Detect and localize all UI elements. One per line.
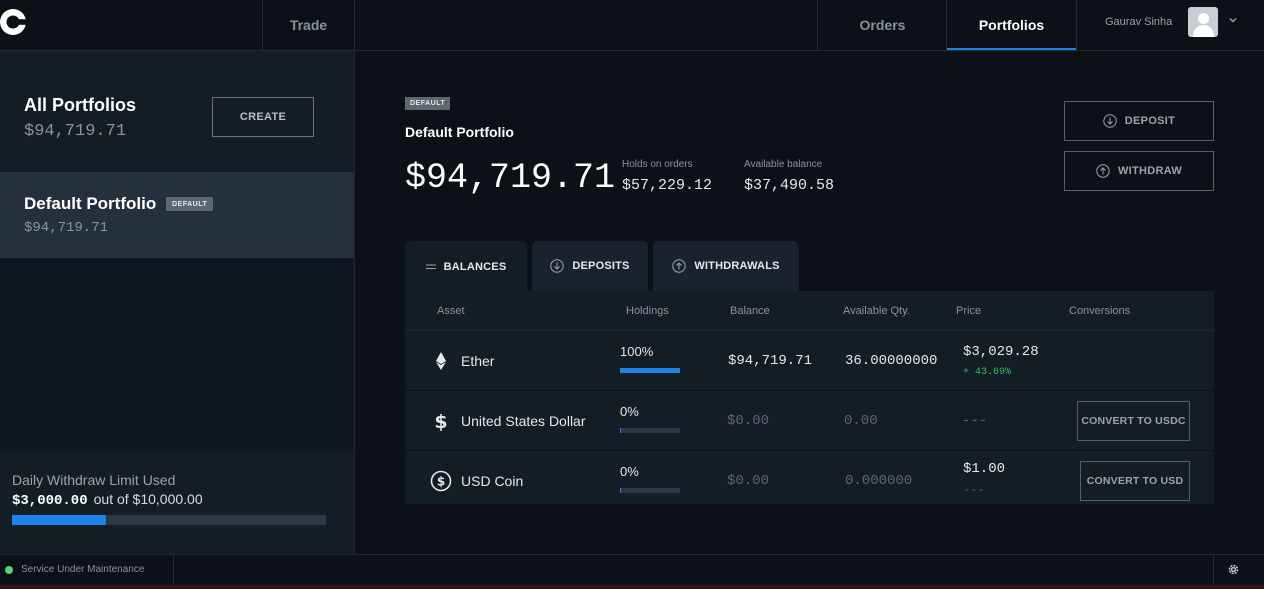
all-portfolios-value: $94,719.71 <box>24 122 127 141</box>
tab-deposits-label: DEPOSITS <box>572 260 630 272</box>
table-row[interactable]: Ether 100% $94,719.71 36.00000000 $3,029… <box>405 331 1214 391</box>
portfolio-name: Default Portfolio <box>405 124 514 140</box>
nav-orders[interactable]: Orders <box>817 0 947 50</box>
price-value: $1.00 <box>963 461 1006 477</box>
header-holdings: Holdings <box>626 305 669 317</box>
holding-percent: 100% <box>620 344 654 359</box>
withdraw-button[interactable]: WITHDRAW <box>1064 151 1214 191</box>
header-asset: Asset <box>437 305 465 317</box>
convert-to-usdc-button[interactable]: CONVERT TO USDC <box>1077 401 1190 441</box>
price-change: + 43.69% <box>963 367 1012 378</box>
table-row[interactable]: $ USD Coin 0% $0.00 0.000000 $1.00 --- C… <box>405 451 1214 504</box>
dollar-icon: $ <box>434 411 447 433</box>
deposit-button[interactable]: DEPOSIT <box>1064 101 1214 141</box>
svg-text:$: $ <box>437 475 445 489</box>
arrow-up-circle-icon <box>672 259 687 273</box>
list-icon <box>425 264 436 269</box>
withdraw-limit-label: Daily Withdraw Limit Used <box>12 472 176 488</box>
top-navigation: Trade Orders Portfolios Gaurav Sinha <box>0 0 1264 51</box>
chevron-down-icon[interactable] <box>1229 16 1237 24</box>
holding-percent: 0% <box>620 464 639 479</box>
balance-value: $94,719.71 <box>728 353 813 369</box>
balances-table: Asset Holdings Balance Available Qty. Pr… <box>405 291 1214 504</box>
holding-bar <box>620 368 680 373</box>
convert-to-usd-button[interactable]: CONVERT TO USD <box>1080 461 1190 501</box>
avatar[interactable] <box>1188 7 1218 37</box>
header-price: Price <box>956 305 982 317</box>
asset-name: United States Dollar <box>461 413 586 429</box>
available-label: Available balance <box>744 159 823 170</box>
default-portfolio-card[interactable]: Default Portfolio DEFAULT $94,719.71 <box>0 172 354 258</box>
price-value: --- <box>962 413 988 429</box>
arrow-up-circle-icon <box>1096 164 1110 178</box>
window-bottom-edge <box>0 585 1264 589</box>
asset-name: Ether <box>461 353 495 369</box>
balance-value: $0.00 <box>727 473 770 489</box>
tab-withdrawals[interactable]: WITHDRAWALS <box>653 241 799 291</box>
header-available-qty: Available Qty. <box>843 305 910 317</box>
nav-portfolios[interactable]: Portfolios <box>946 0 1077 50</box>
withdraw-limit-panel: Daily Withdraw Limit Used $3,000.00 out … <box>0 449 354 554</box>
withdraw-limit-total: out of $10,000.00 <box>93 491 203 507</box>
nav-portfolios-label: Portfolios <box>978 17 1045 33</box>
user-name[interactable]: Gaurav Sinha <box>1105 16 1173 28</box>
withdraw-label: WITHDRAW <box>1117 165 1183 177</box>
main-content: DEFAULT Default Portfolio $94,719.71 Hol… <box>355 51 1264 554</box>
table-row[interactable]: $ United States Dollar 0% $0.00 0.00 ---… <box>405 391 1214 451</box>
holds-value: $57,229.12 <box>622 177 713 194</box>
sidebar: All Portfolios $94,719.71 CREATE Default… <box>0 51 355 554</box>
holds-label: Holds on orders <box>622 159 693 170</box>
available-qty: 0.000000 <box>845 473 913 489</box>
status-text: Service Under Maintenance <box>21 564 145 575</box>
header-conversions: Conversions <box>1069 305 1131 317</box>
table-header: Asset Holdings Balance Available Qty. Pr… <box>405 291 1214 331</box>
withdraw-limit-progress-fill <box>12 515 107 525</box>
withdraw-limit-used: $3,000.00 <box>12 493 88 509</box>
all-portfolios-title: All Portfolios <box>24 95 136 115</box>
withdraw-limit-progress-bar <box>12 515 326 525</box>
withdraw-limit-amounts: $3,000.00 out of $10,000.00 <box>12 491 203 509</box>
available-qty: 36.00000000 <box>845 353 938 369</box>
avatar-body-shape <box>1193 25 1214 37</box>
holding-bar <box>620 428 680 433</box>
tab-balances[interactable]: BALANCES <box>405 241 527 292</box>
price-change: --- <box>963 483 985 497</box>
holding-bar <box>620 488 680 493</box>
arrow-down-circle-icon <box>1103 114 1117 128</box>
tab-withdrawals-label: WITHDRAWALS <box>694 260 780 272</box>
usd-coin-icon: $ <box>430 470 452 492</box>
holding-percent: 0% <box>620 404 639 419</box>
default-badge: DEFAULT <box>405 97 451 110</box>
gear-icon[interactable] <box>1227 563 1240 576</box>
status-indicator-icon <box>5 566 13 574</box>
tab-balances-label: BALANCES <box>443 260 507 273</box>
status-bar: Service Under Maintenance <box>0 554 1264 586</box>
holding-bar-fill <box>620 368 680 373</box>
coinbase-logo-icon[interactable] <box>0 7 30 37</box>
svg-text:$: $ <box>434 411 447 433</box>
ether-icon <box>436 352 446 370</box>
create-button[interactable]: CREATE <box>212 97 314 137</box>
price-value: $3,029.28 <box>963 344 1039 360</box>
asset-name: USD Coin <box>461 473 524 489</box>
avatar-head-shape <box>1198 13 1209 24</box>
default-portfolio-value: $94,719.71 <box>24 220 109 236</box>
footer-divider <box>1213 555 1214 586</box>
available-qty: 0.00 <box>844 413 878 429</box>
holding-bar-fill <box>620 488 622 493</box>
active-tab-indicator <box>947 48 1076 50</box>
holding-bar-fill <box>620 428 622 433</box>
balance-value: $0.00 <box>727 413 770 429</box>
default-badge: DEFAULT <box>166 197 214 211</box>
available-value: $37,490.58 <box>744 177 835 194</box>
tab-deposits[interactable]: DEPOSITS <box>532 241 648 291</box>
all-portfolios-card[interactable]: All Portfolios $94,719.71 CREATE <box>0 51 354 172</box>
header-balance: Balance <box>730 305 770 317</box>
footer-divider <box>173 555 174 586</box>
deposit-label: DEPOSIT <box>1124 115 1176 127</box>
nav-trade[interactable]: Trade <box>262 0 355 50</box>
arrow-down-circle-icon <box>550 259 565 273</box>
default-portfolio-title: Default Portfolio <box>24 194 157 213</box>
portfolio-total: $94,719.71 <box>405 158 616 198</box>
